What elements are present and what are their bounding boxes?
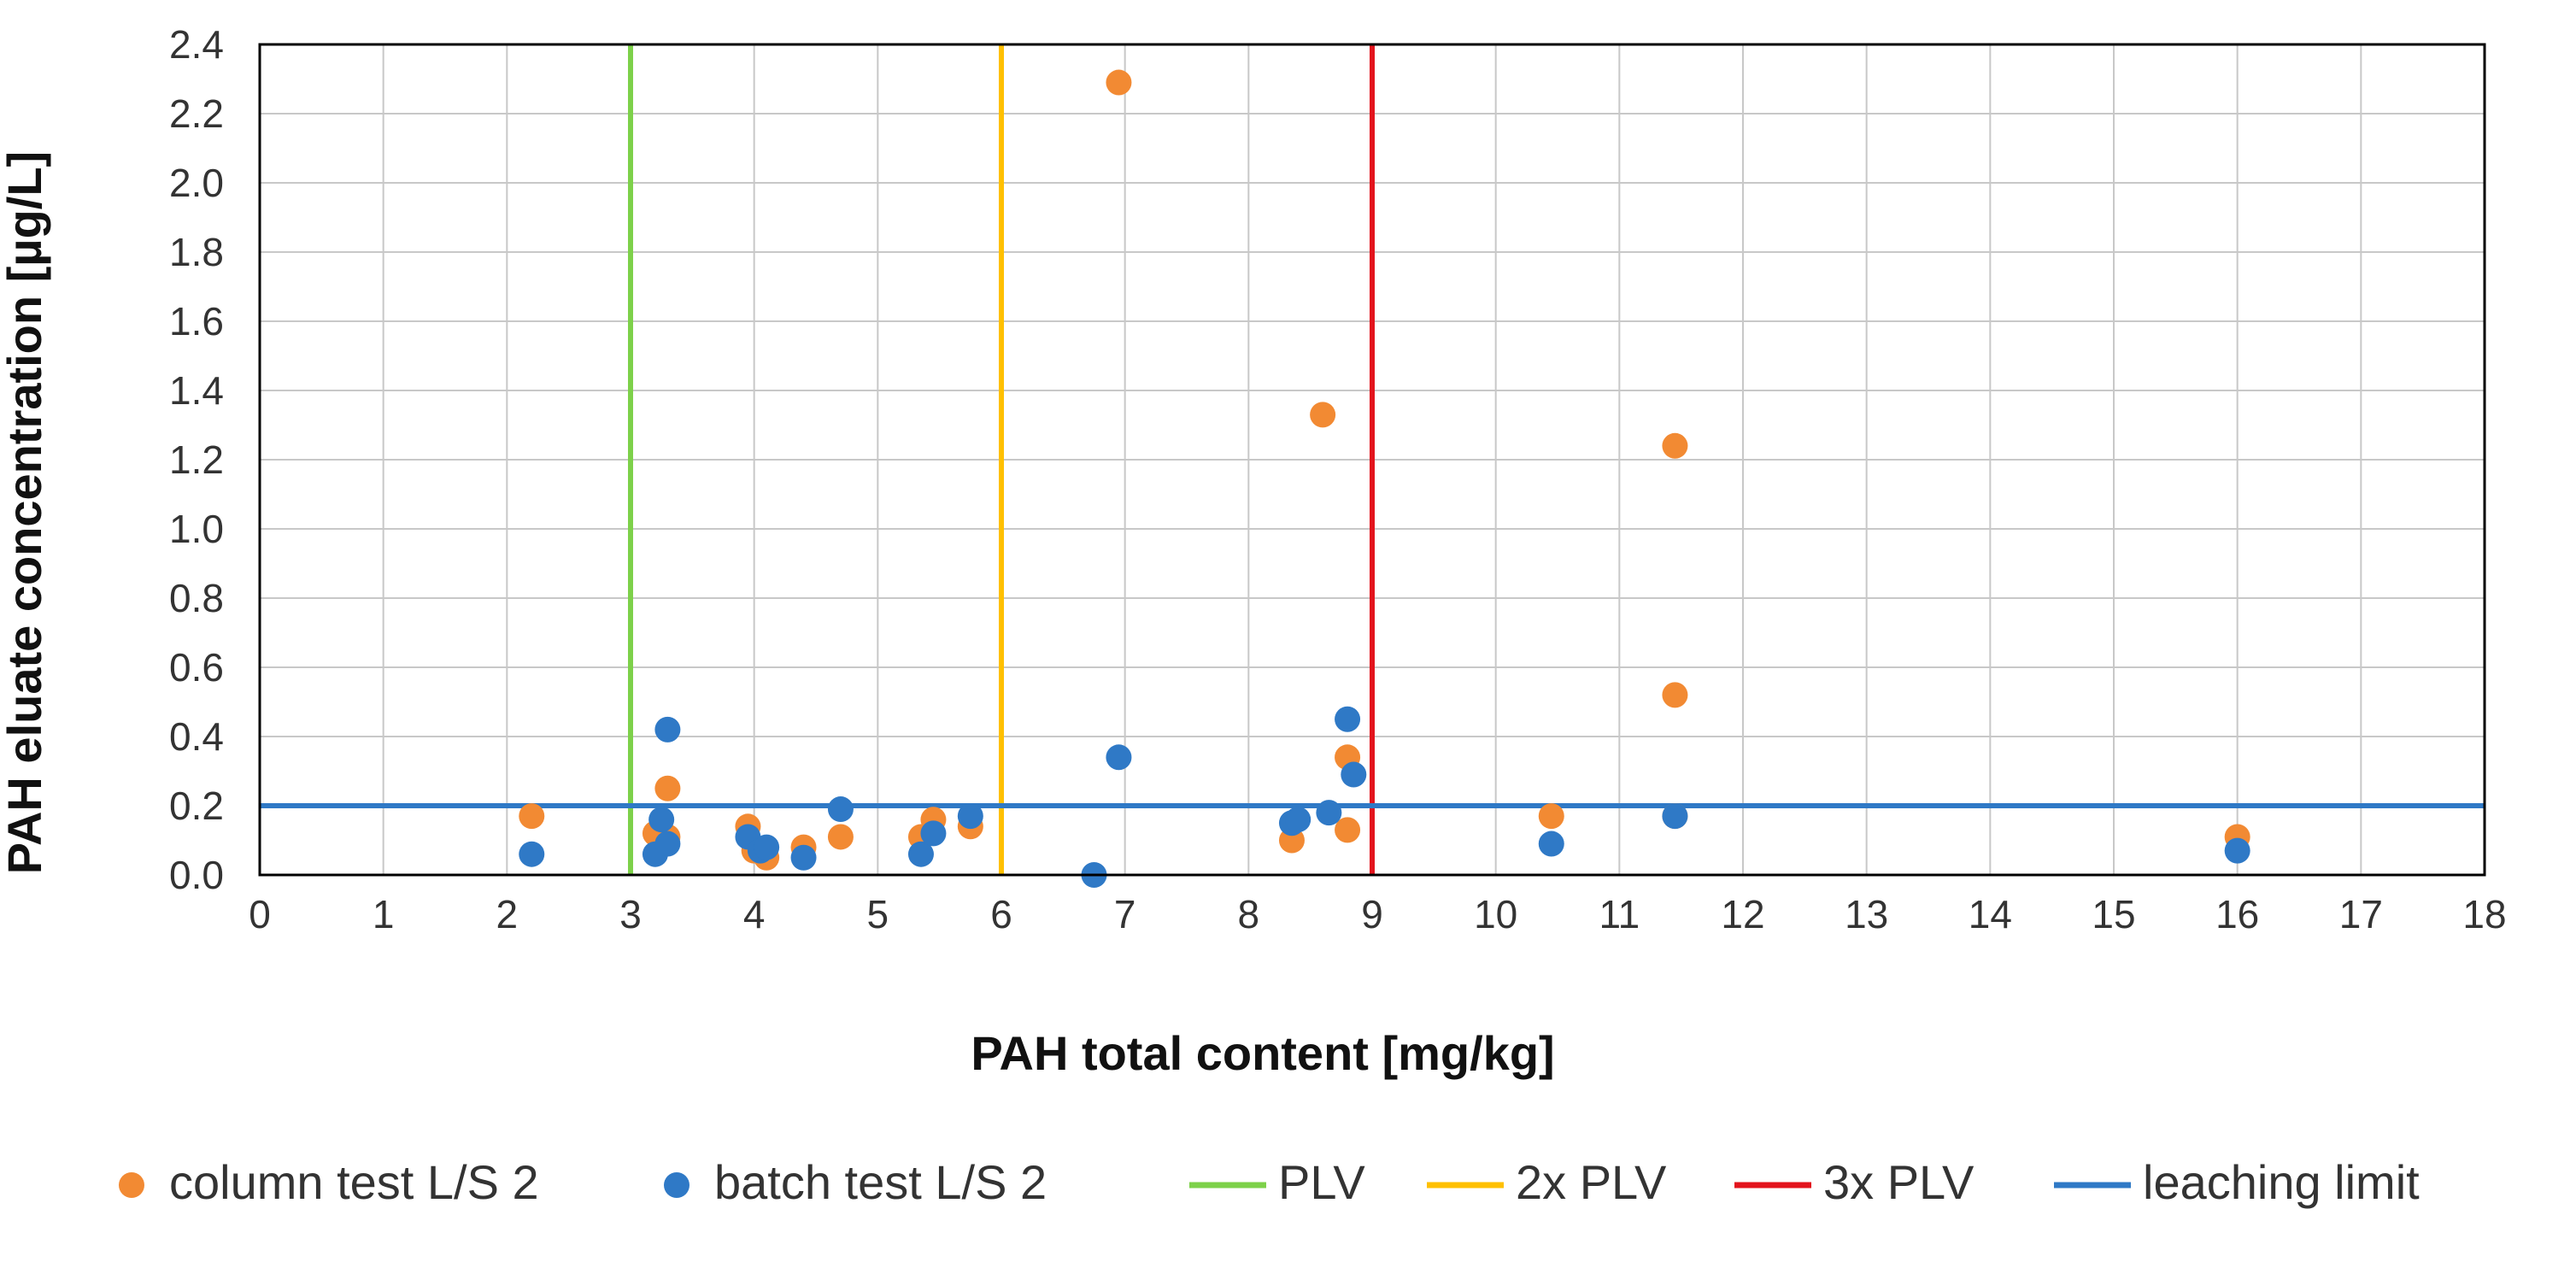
batch-test-point [907, 841, 934, 867]
legend-label-leaching-limit: leaching limit [2143, 1155, 2420, 1209]
y-tick-label: 0.6 [169, 645, 224, 690]
column-test-point [654, 775, 681, 801]
column-test-point [519, 803, 545, 830]
plot-area-border [258, 43, 2486, 877]
y-tick-label: 1.6 [169, 299, 224, 343]
x-axis-title: PAH total content [mg/kg] [971, 1026, 1554, 1080]
legend-label-batch-test-l-s-2: batch test L/S 2 [714, 1155, 1047, 1209]
batch-test-point [957, 803, 983, 830]
legend: column test L/S 2 batch test L/S 2 PLV 2x P… [119, 1155, 2420, 1209]
batch-test-point [654, 831, 681, 857]
batch-test-point [1285, 807, 1311, 833]
y-axis-ticks: 0.0 0.2 0.4 0.6 0.8 1.0 1.2 1.4 1.6 1.8 2.0 2.2 2.4 [169, 22, 224, 897]
x-tick-label: 7 [1114, 892, 1136, 936]
batch-test-point [1662, 803, 1688, 830]
x-tick-label: 2 [496, 892, 519, 936]
x-tick-label: 18 [2462, 892, 2506, 936]
batch-test-point [2224, 837, 2250, 864]
y-tick-label: 0.2 [169, 784, 224, 828]
x-tick-label: 16 [2215, 892, 2259, 936]
batch-test-point [754, 834, 780, 860]
x-tick-label: 17 [2339, 892, 2383, 936]
legend-marker-batch-test-l-s-2 [664, 1172, 689, 1198]
column-test-point [1106, 69, 1132, 96]
y-tick-label: 2.2 [169, 91, 224, 136]
batch-test-point [790, 844, 817, 871]
column-test-point [1335, 817, 1361, 843]
y-tick-label: 2.4 [169, 22, 224, 67]
reference-lines [260, 44, 2485, 875]
x-tick-label: 3 [619, 892, 642, 936]
column-test-point [1310, 402, 1336, 428]
x-tick-label: 5 [867, 892, 889, 936]
y-tick-label: 1.0 [169, 507, 224, 551]
x-tick-label: 1 [373, 892, 395, 936]
column-test-point [827, 824, 854, 850]
batch-test-point [654, 716, 681, 743]
batch-test-point [648, 807, 675, 833]
legend-label-column-test-l-s-2: column test L/S 2 [169, 1155, 539, 1209]
legend-marker-column-test-l-s-2 [119, 1172, 144, 1198]
batch-test-point [519, 841, 545, 867]
column-test-point [1662, 432, 1688, 459]
legend-label-3x-plv: 3x PLV [1823, 1155, 1975, 1209]
y-tick-label: 1.2 [169, 437, 224, 482]
column-test-point [1662, 682, 1688, 708]
x-tick-label: 8 [1238, 892, 1260, 936]
batch-test-point [1316, 800, 1342, 826]
batch-test-point [1335, 706, 1361, 732]
x-tick-label: 4 [743, 892, 766, 936]
x-axis-ticks: 0 1 2 3 4 5 6 7 8 9 10 11 12 13 14 15 16 17 18 [249, 892, 2506, 936]
x-tick-label: 10 [1474, 892, 1517, 936]
y-axis-title: PAH eluate concentration [µg/L] [0, 151, 51, 874]
batch-test-point [920, 820, 947, 847]
y-tick-label: 2.0 [169, 161, 224, 205]
x-tick-label: 9 [1361, 892, 1383, 936]
x-tick-label: 15 [2092, 892, 2135, 936]
legend-label-plv: PLV [1278, 1155, 1365, 1209]
y-tick-label: 1.4 [169, 368, 224, 413]
y-tick-label: 1.8 [169, 230, 224, 274]
x-tick-label: 0 [249, 892, 271, 936]
batch-test-point [1106, 744, 1132, 771]
legend-label-2x-plv: 2x PLV [1516, 1155, 1667, 1209]
y-tick-label: 0.8 [169, 576, 224, 620]
x-tick-label: 12 [1721, 892, 1764, 936]
batch-test-point [1341, 761, 1367, 788]
x-tick-label: 14 [1969, 892, 2012, 936]
x-tick-label: 11 [1599, 892, 1640, 936]
column-test-point [1538, 803, 1564, 830]
batch-test-point [827, 796, 854, 823]
data-points [519, 69, 2250, 888]
y-tick-label: 0.4 [169, 714, 224, 759]
x-tick-label: 6 [990, 892, 1012, 936]
x-tick-label: 13 [1845, 892, 1888, 936]
y-tick-label: 0.0 [169, 853, 224, 897]
batch-test-point [1538, 831, 1564, 857]
